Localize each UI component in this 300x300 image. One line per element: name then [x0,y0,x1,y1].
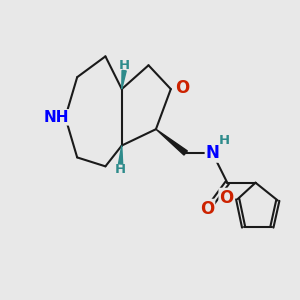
Polygon shape [122,70,126,89]
Text: N: N [206,144,219,162]
Polygon shape [118,146,123,164]
Text: O: O [175,79,189,97]
Text: H: H [115,163,126,176]
Text: NH: NH [44,110,69,125]
Text: H: H [219,134,230,147]
Polygon shape [156,129,187,155]
Text: O: O [219,189,233,207]
Text: H: H [119,59,130,72]
Text: O: O [200,200,214,217]
